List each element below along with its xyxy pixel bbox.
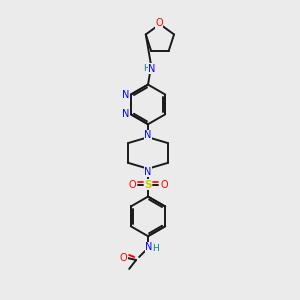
Text: H: H [153,244,159,253]
Text: N: N [145,242,153,252]
Text: S: S [144,180,152,190]
Text: H: H [143,64,149,73]
Text: O: O [160,180,168,190]
Text: N: N [144,167,152,177]
Text: O: O [119,253,127,263]
Text: N: N [148,64,156,74]
Text: O: O [155,18,163,28]
Text: N: N [122,89,130,100]
Text: O: O [128,180,136,190]
Text: N: N [122,109,130,119]
Text: N: N [144,130,152,140]
